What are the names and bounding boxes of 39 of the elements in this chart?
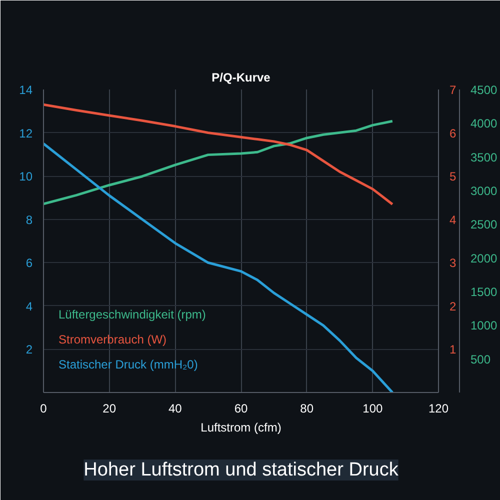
y-tick-label: 12 (19, 126, 33, 140)
y-tick-label: 6 (26, 256, 33, 270)
line-series (44, 120, 394, 206)
x-tick-label: 40 (168, 402, 182, 416)
y3-tick-label: 3000 (470, 184, 498, 198)
x-tick-label: 60 (234, 402, 248, 416)
text: Stromverbrauch (W) (58, 332, 167, 346)
y2-tick-label: 4 (450, 212, 456, 227)
y2-tick-label: 5 (450, 170, 456, 184)
x-axis-title: Luftstrom (cfm) (200, 420, 282, 434)
y-tick-label: 10 (19, 170, 33, 184)
y3-tick-label: 1000 (470, 318, 498, 333)
y3-tick-label: 500 (470, 352, 491, 366)
y-tick-label: 8 (26, 212, 33, 227)
y2-tick-label: 7 (450, 83, 456, 97)
y-tick-label: 2 (26, 342, 33, 357)
x-tick-label: 20 (102, 402, 116, 416)
x-tick-label: 80 (300, 402, 314, 416)
line-series (44, 142, 394, 392)
line-series (44, 103, 394, 206)
y3-tick-label: 2000 (470, 251, 498, 266)
y2-tick-label: 1 (450, 342, 456, 357)
text: Lüftergeschwindigkeit (rpm) (58, 308, 206, 322)
chart-title: P/Q-Kurve (212, 70, 271, 84)
y2-tick-label: 3 (450, 256, 456, 270)
text: Statischer Druck (mmH₂0) (58, 358, 198, 372)
y3-tick-label: 3500 (470, 150, 498, 164)
y-tick-label: 14 (19, 83, 33, 97)
y2-tick-label: 2 (450, 299, 456, 314)
y-tick-label: 4 (26, 299, 33, 314)
text: Hoher Luftstrom und statischer Druck (84, 460, 399, 480)
y3-tick-label: 4000 (470, 116, 498, 131)
y2-tick-label: 6 (450, 126, 456, 140)
y3-tick-label: 2500 (470, 218, 498, 232)
x-tick-label: 120 (428, 402, 449, 416)
y3-tick-label: 4500 (470, 83, 498, 97)
x-tick-label: 100 (362, 402, 384, 416)
x-tick-label: 0 (40, 402, 48, 416)
y3-tick-label: 1500 (470, 285, 498, 299)
